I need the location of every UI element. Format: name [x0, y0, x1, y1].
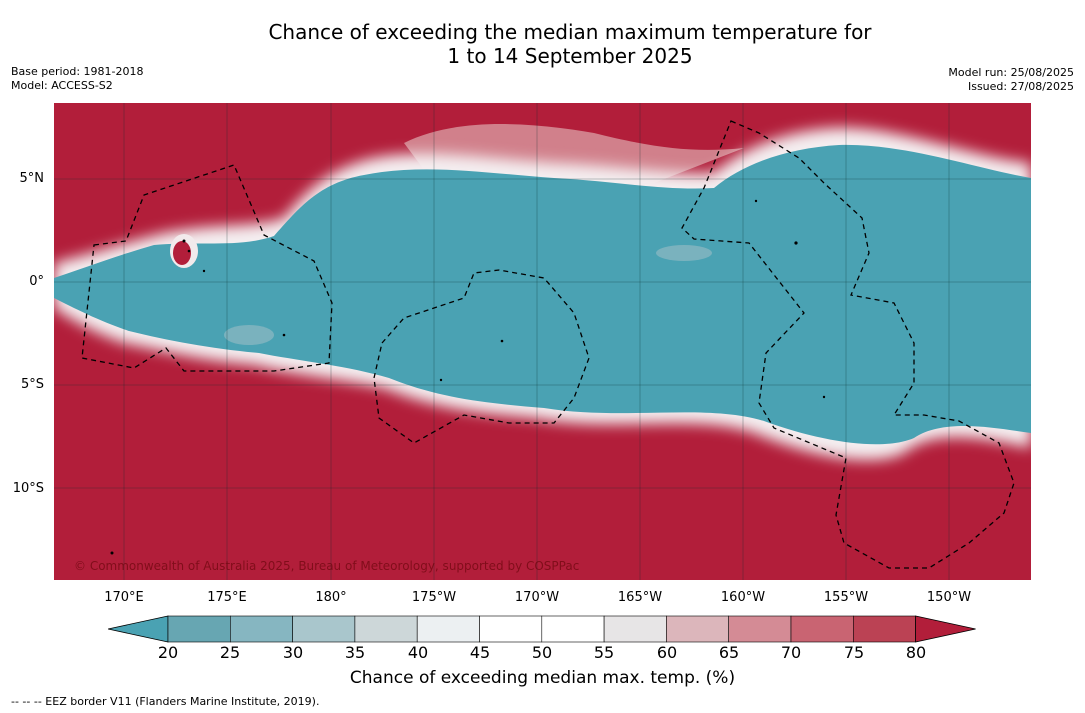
meta-right: Model run: 25/08/2025 Issued: 27/08/2025	[948, 66, 1074, 94]
colorbar-tick: 65	[718, 643, 740, 662]
copyright-credit: © Commonwealth of Australia 2025, Bureau…	[74, 559, 580, 573]
colorbar-tick: 45	[469, 643, 491, 662]
colorbar-tick: 60	[656, 643, 678, 662]
lon-label-170w: 170°W	[514, 590, 560, 605]
light-patch-2	[224, 325, 274, 345]
colorbar-segment	[416, 615, 480, 643]
colorbar-segment	[479, 615, 543, 643]
lon-label-160w: 160°W	[720, 590, 766, 605]
issued-date: Issued: 27/08/2025	[967, 80, 1074, 93]
meta-left: Base period: 1981-2018 Model: ACCESS-S2	[11, 65, 143, 93]
lon-label-165w: 165°W	[617, 590, 663, 605]
colorbar-segment	[541, 615, 605, 643]
colorbar-segment	[666, 615, 730, 643]
colorbar-over-arrow	[915, 615, 976, 643]
colorbar-tick: 50	[531, 643, 553, 662]
colorbar-tick: 20	[157, 643, 179, 662]
lon-label-180: 180°	[315, 590, 347, 605]
map-panel	[54, 103, 1031, 580]
colorbar-segment	[354, 615, 418, 643]
colorbar-tick: 30	[282, 643, 304, 662]
warm-blob-core	[173, 241, 191, 265]
eez-legend: -- -- -- EEZ border V11 (Flanders Marine…	[11, 695, 320, 708]
colorbar-segment	[728, 615, 792, 643]
probability-map	[54, 103, 1031, 580]
title-line-2: 1 to 14 September 2025	[447, 44, 693, 68]
colorbar-tick: 75	[843, 643, 865, 662]
colorbar-under-arrow	[108, 615, 169, 643]
lon-label-150w: 150°W	[926, 590, 972, 605]
colorbar-segment	[230, 615, 293, 643]
colorbar	[108, 615, 976, 643]
colorbar-tick: 80	[905, 643, 927, 662]
colorbar-tick: 40	[407, 643, 429, 662]
lat-label-5n: 5°N	[19, 171, 45, 186]
light-patch	[656, 245, 712, 261]
colorbar-tick: 25	[219, 643, 241, 662]
colorbar-tick: 70	[780, 643, 802, 662]
colorbar-segment	[852, 615, 916, 643]
graticule	[54, 103, 1031, 580]
lat-label-5s: 5°S	[20, 377, 44, 392]
colorbar-label: Chance of exceeding median max. temp. (%…	[349, 668, 736, 688]
base-period: Base period: 1981-2018	[11, 65, 144, 78]
colorbar-segment	[292, 615, 356, 643]
lat-label-0: 0°	[29, 274, 44, 289]
eez-borders	[81, 120, 1015, 569]
lat-label-10s: 10°S	[12, 481, 44, 496]
model-run: Model run: 25/08/2025	[948, 66, 1074, 79]
lon-label-175w: 175°W	[411, 590, 457, 605]
map-title: Chance of exceeding the median maximum t…	[0, 20, 1085, 68]
colorbar-segment	[603, 615, 667, 643]
colorbar-segment	[790, 615, 854, 643]
lon-label-175e: 175°E	[207, 590, 247, 605]
title-line-1: Chance of exceeding the median maximum t…	[268, 20, 872, 44]
model-name: Model: ACCESS-S2	[11, 79, 113, 92]
cool-anomaly-band	[54, 144, 1031, 445]
islands	[110, 199, 826, 555]
colorbar-segment	[167, 615, 231, 643]
colorbar-tick: 35	[344, 643, 366, 662]
lon-label-170e: 170°E	[104, 590, 144, 605]
colorbar-tick: 55	[593, 643, 615, 662]
lon-label-155w: 155°W	[823, 590, 869, 605]
